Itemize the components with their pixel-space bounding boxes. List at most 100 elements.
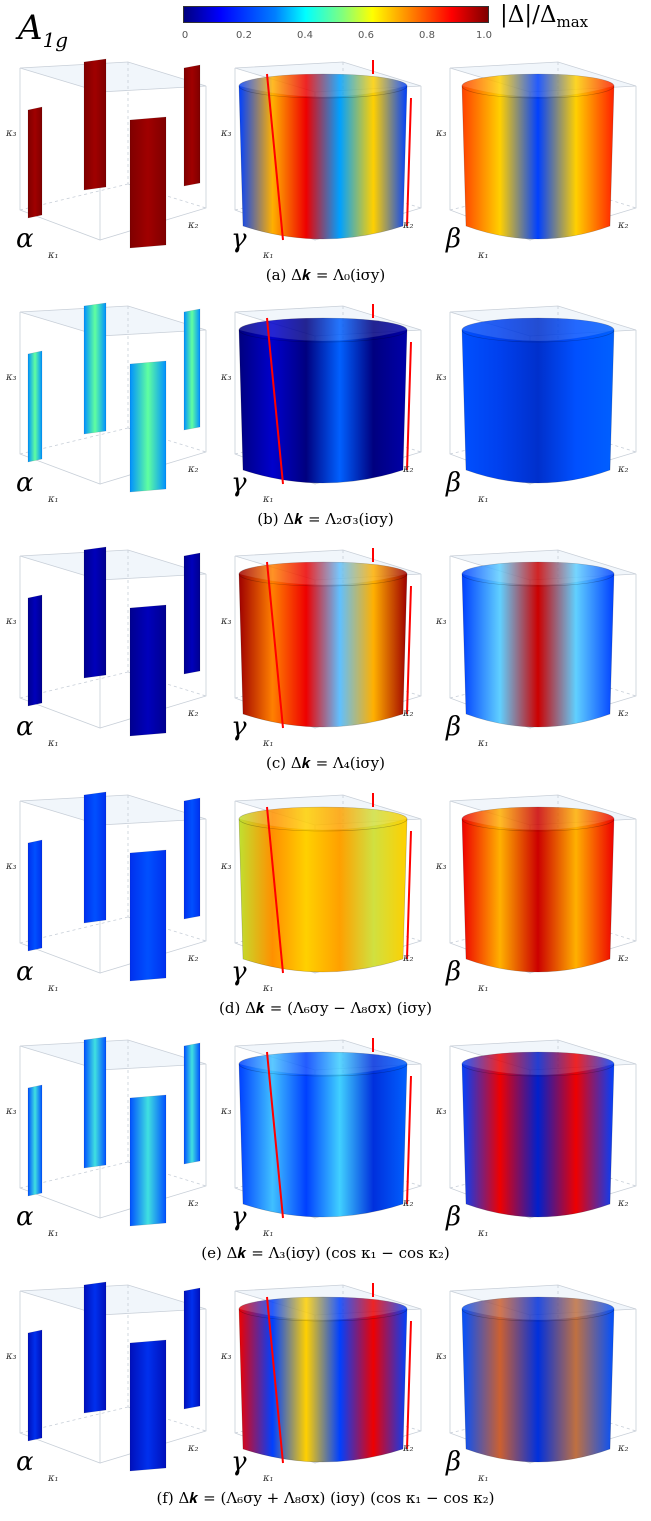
axis-label-k3: κ₃ (5, 128, 17, 139)
axis-label-k1: κ₁ (477, 738, 489, 749)
fermi-surface-plot: κ₁ κ₂ κ₃ (435, 61, 637, 261)
alpha-pillar-back (83, 546, 107, 679)
axis-label-k3: κ₃ (435, 861, 447, 872)
gamma-panel: κ₁ κ₂ κ₃ γ (220, 546, 428, 756)
fermi-surface-plot: κ₁ κ₂ κ₃ (220, 548, 422, 749)
alpha-panel: κ₁ κ₂ κ₃ α (5, 302, 213, 512)
band-label-beta: β (446, 1447, 462, 1477)
axis-label-k2: κ₂ (402, 953, 414, 964)
alpha-panel: κ₁ κ₂ κ₃ α (5, 1036, 213, 1246)
beta-panel: κ₁ κ₂ κ₃ β (435, 546, 643, 756)
beta-cylinder (461, 73, 615, 240)
beta-panel: κ₁ κ₂ κ₃ β (435, 58, 643, 268)
axis-label-k2: κ₂ (187, 464, 199, 475)
beta-panel: κ₁ κ₂ κ₃ β (435, 791, 643, 1001)
band-label-beta: β (446, 468, 462, 498)
axis-label-k1: κ₁ (47, 983, 59, 994)
panel-caption: (b) Δ𝒌 = Λ₂σ₃(iσy) (257, 510, 394, 528)
band-label-gamma: γ (231, 957, 247, 987)
axis-label-k1: κ₁ (262, 1228, 274, 1239)
gamma-panel: κ₁ κ₂ κ₃ γ (220, 1036, 428, 1246)
beta-cylinder (461, 317, 615, 484)
axis-label-k1: κ₁ (262, 494, 274, 505)
alpha-pillar-back (83, 1281, 107, 1414)
beta-cylinder (461, 561, 615, 728)
axis-label-k2: κ₂ (402, 1198, 414, 1209)
alpha-pillar-right (183, 1042, 201, 1165)
beta-panel: κ₁ κ₂ κ₃ β (435, 302, 643, 512)
gamma-cylinder (238, 73, 408, 240)
panel-caption: (e) Δ𝒌 = Λ₃(iσy) (cos κ₁ − cos κ₂) (201, 1244, 450, 1262)
colorbar-tick-0.6: 0.6 (358, 30, 374, 41)
gamma-nodal-lines (266, 60, 412, 241)
gamma-panel: κ₁ κ₂ κ₃ γ (220, 1281, 428, 1491)
box-frame (19, 1039, 207, 1219)
band-label-gamma: γ (231, 712, 247, 742)
alpha-panel: κ₁ κ₂ κ₃ α (5, 546, 213, 756)
band-label-alpha: α (16, 1447, 34, 1477)
alpha-pillar-back (83, 791, 107, 924)
fermi-surface-plot: κ₁ κ₂ κ₃ (220, 1283, 422, 1484)
axis-label-k2: κ₂ (187, 708, 199, 719)
colorbar-tick-0.8: 0.8 (419, 30, 435, 41)
beta-cylinder (461, 1296, 615, 1463)
fermi-surface-plot: κ₁ κ₂ κ₃ (435, 549, 637, 749)
gamma-cylinder (238, 317, 408, 484)
fermi-surface-plot: κ₁ κ₂ κ₃ (435, 794, 637, 994)
axis-label-k1: κ₁ (47, 738, 59, 749)
irrep-subscript: 1g (42, 28, 69, 52)
axis-label-k2: κ₂ (402, 708, 414, 719)
alpha-pillar-front (129, 1094, 167, 1227)
gamma-panel: κ₁ κ₂ κ₃ γ (220, 58, 428, 268)
axis-label-k2: κ₂ (617, 220, 629, 231)
axis-label-k3: κ₃ (220, 1351, 232, 1362)
fermi-surface-plot: κ₁ κ₂ κ₃ (5, 546, 207, 749)
band-label-gamma: γ (231, 224, 247, 254)
band-label-gamma: γ (231, 1447, 247, 1477)
alpha-pillar-right (183, 552, 201, 675)
band-label-alpha: α (16, 224, 34, 254)
axis-label-k3: κ₃ (220, 1106, 232, 1117)
axis-label-k3: κ₃ (5, 861, 17, 872)
panel-row: κ₁ κ₂ κ₃ α κ₁ κ₂ κ₃ γ κ₁ κ₂ κ₃ β (d) Δ𝒌 = (Λ₆σy − Λ₈… (0, 791, 651, 1031)
gamma-cylinder (238, 806, 408, 973)
beta-cylinder (461, 1051, 615, 1218)
box-frame (19, 549, 207, 729)
colorbar-tick-0: 0 (181, 30, 189, 41)
axis-label-k1: κ₁ (262, 983, 274, 994)
panel-caption: (d) Δ𝒌 = (Λ₆σy − Λ₈σx) (iσy) (219, 999, 432, 1017)
axis-label-k2: κ₂ (402, 220, 414, 231)
fermi-surface-plot: κ₁ κ₂ κ₃ (5, 1281, 207, 1484)
band-label-beta: β (446, 712, 462, 742)
axis-label-k1: κ₁ (477, 1228, 489, 1239)
alpha-pillar-right (183, 1287, 201, 1410)
colorbar-tick-0.4: 0.4 (297, 30, 313, 41)
panel-caption: (a) Δ𝒌 = Λ₀(iσy) (265, 266, 386, 284)
axis-label-k3: κ₃ (5, 372, 17, 383)
axis-label-k1: κ₁ (47, 1473, 59, 1484)
alpha-pillar-front (129, 116, 167, 249)
gamma-cylinder (238, 561, 408, 728)
fermi-surface-plot: κ₁ κ₂ κ₃ (5, 58, 207, 261)
alpha-pillar-right (183, 64, 201, 187)
alpha-pillar-front (129, 849, 167, 982)
irrep-symbol: A (18, 8, 43, 48)
axis-label-k1: κ₁ (47, 250, 59, 261)
axis-label-k3: κ₃ (435, 128, 447, 139)
axis-label-k2: κ₂ (617, 464, 629, 475)
alpha-pillar-front-left (27, 350, 43, 463)
fermi-surface-plot: κ₁ κ₂ κ₃ (220, 60, 422, 261)
fermi-surface-plot: κ₁ κ₂ κ₃ (220, 304, 422, 505)
band-label-alpha: α (16, 468, 34, 498)
fermi-surface-plot: κ₁ κ₂ κ₃ (435, 305, 637, 505)
alpha-pillar-front (129, 604, 167, 737)
panel-caption: (f) Δ𝒌 = (Λ₆σy + Λ₈σx) (iσy) (cos κ₁ − c… (156, 1489, 495, 1507)
fermi-surface-plot: κ₁ κ₂ κ₃ (5, 791, 207, 994)
axis-label-k1: κ₁ (477, 250, 489, 261)
colorbar (183, 6, 489, 23)
gamma-nodal-lines (266, 1283, 412, 1464)
axis-label-k2: κ₂ (187, 953, 199, 964)
axis-label-k3: κ₃ (435, 1351, 447, 1362)
fermi-surface-plot: κ₁ κ₂ κ₃ (220, 793, 422, 994)
alpha-panel: κ₁ κ₂ κ₃ α (5, 58, 213, 268)
